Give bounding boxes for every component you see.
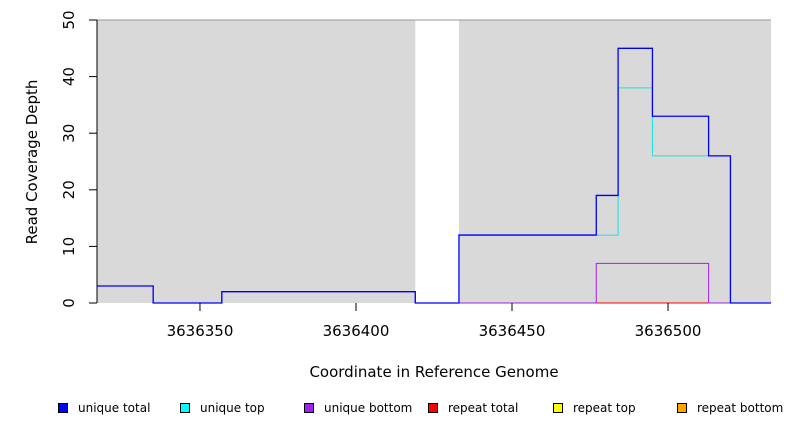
legend-item-unique-bottom: unique bottom	[304, 398, 412, 418]
shaded-regions	[97, 20, 771, 303]
x-axis-label: Coordinate in Reference Genome	[309, 363, 558, 381]
y-axis-label: Read Coverage Depth	[23, 80, 41, 245]
legend-item-unique-top: unique top	[180, 398, 265, 418]
series-line-unique-total	[97, 47, 771, 304]
legend-item-repeat-total: repeat total	[428, 398, 518, 418]
legend-item-repeat-top: repeat top	[553, 398, 636, 418]
legend-label: unique top	[200, 401, 265, 415]
y-tick-label-30: 30	[60, 124, 78, 143]
legend-swatch	[677, 403, 687, 413]
legend-swatch	[553, 403, 563, 413]
y-tick-label-40: 40	[60, 67, 78, 86]
series-lines	[97, 47, 771, 304]
legend-label: repeat bottom	[697, 401, 784, 415]
legend-swatch	[180, 403, 190, 413]
legend-item-repeat-bottom: repeat bottom	[677, 398, 783, 418]
x-tick-label-3636450: 3636450	[479, 322, 546, 340]
legend-label: repeat top	[573, 401, 636, 415]
axes: 0 10 20 30 40 50 3636350 3636400 3636450 3636500	[60, 10, 771, 340]
y-tick-label-50: 50	[60, 10, 78, 29]
shaded-region-1	[97, 20, 416, 303]
legend-item-unique-total: unique total	[58, 398, 150, 418]
y-tick-label-0: 0	[60, 298, 78, 308]
legend-label: unique total	[78, 401, 151, 415]
y-tick-label-10: 10	[60, 237, 78, 256]
y-tick-label-20: 20	[60, 180, 78, 199]
legend-swatch	[428, 403, 438, 413]
legend: unique total unique top unique bottom repea…	[0, 398, 792, 420]
x-tick-label-3636400: 3636400	[323, 322, 390, 340]
legend-label: repeat total	[448, 401, 519, 415]
shaded-region-2	[458, 20, 771, 303]
x-tick-label-3636350: 3636350	[167, 322, 234, 340]
legend-swatch	[58, 403, 68, 413]
x-tick-label-3636500: 3636500	[635, 322, 702, 340]
legend-label: unique bottom	[324, 401, 413, 415]
legend-swatch	[304, 403, 314, 413]
